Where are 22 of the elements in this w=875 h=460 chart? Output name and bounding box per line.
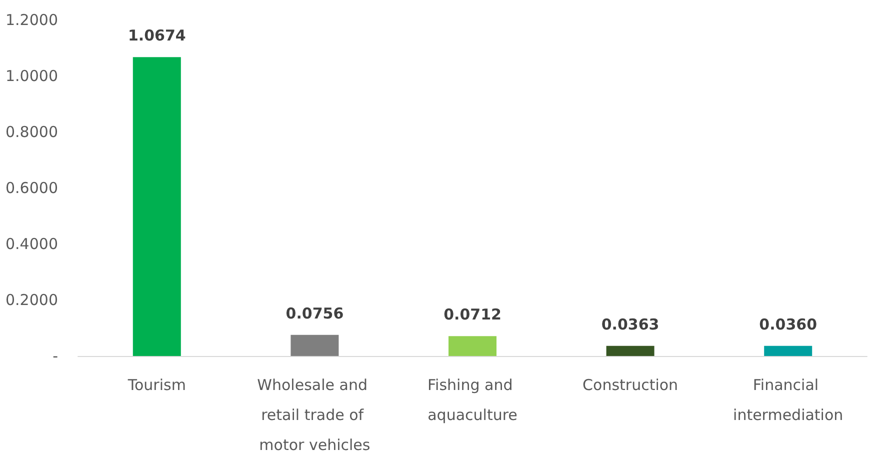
- data-label: 0.0756: [286, 304, 344, 322]
- x-tick-label: Financial intermediation: [733, 376, 844, 424]
- data-label: 0.0360: [759, 315, 818, 334]
- y-tick-label: 0.6000: [6, 179, 58, 197]
- data-label: 0.0363: [601, 315, 660, 334]
- y-tick-label: 0.4000: [6, 235, 58, 253]
- y-tick-label: 1.2000: [6, 11, 58, 29]
- bar: [448, 336, 496, 356]
- y-tick-label: 1.0000: [6, 67, 58, 85]
- y-tick-label: -: [52, 347, 58, 365]
- x-tick-label: Tourism: [126, 376, 186, 394]
- y-tick-label: 0.8000: [6, 123, 58, 141]
- data-label: 0.0712: [444, 306, 502, 324]
- x-tick-label: Fishing and aquaculture: [428, 376, 518, 424]
- data-label: 1.0674: [128, 26, 186, 45]
- x-tick-label: Wholesale and retail trade of motor vehicles: [257, 376, 372, 454]
- bar: [290, 334, 339, 356]
- bar: [132, 57, 181, 356]
- x-tick-label: Construction: [582, 376, 678, 394]
- bar: [764, 346, 812, 356]
- y-tick-label: 0.2000: [6, 291, 58, 309]
- bar: [606, 346, 654, 356]
